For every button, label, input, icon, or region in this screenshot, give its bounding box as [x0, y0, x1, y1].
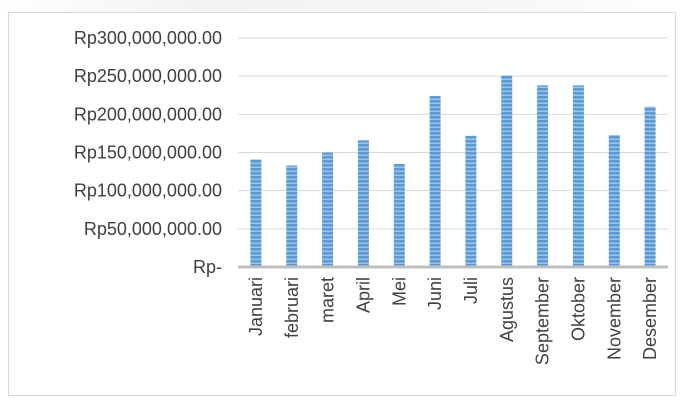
- x-tick-label: April: [353, 277, 373, 313]
- gridlines: [238, 37, 668, 230]
- y-tick-label: Rp300,000,000.00: [74, 28, 222, 48]
- x-tick-label: Januari: [246, 277, 266, 336]
- y-tick-label: Rp200,000,000.00: [74, 104, 222, 124]
- bar-desember: [644, 106, 656, 267]
- x-tick-label: Mei: [389, 277, 409, 306]
- bars: [250, 75, 656, 268]
- top-shade: [0, 0, 683, 12]
- y-tick-label: Rp250,000,000.00: [74, 66, 222, 86]
- y-axis-tick-labels: Rp- Rp50,000,000.00 Rp100,000,000.00 Rp150,…: [74, 28, 222, 277]
- x-axis-tick-labels: Januari februari maret April Mei Juni Juli Agus…: [246, 277, 660, 365]
- bar-april: [357, 140, 369, 267]
- bar-oktober: [572, 85, 584, 268]
- bar-september: [537, 85, 549, 268]
- y-tick-label: Rp-: [193, 257, 222, 277]
- x-tick-label: Agustus: [497, 277, 517, 342]
- bar-agustus: [501, 75, 513, 267]
- x-tick-label: Juli: [461, 277, 481, 304]
- x-tick-label: Oktober: [568, 277, 588, 341]
- bar-januari: [250, 159, 262, 267]
- y-tick-label: Rp150,000,000.00: [74, 143, 222, 163]
- bar-juli: [465, 135, 477, 267]
- x-tick-label: maret: [318, 277, 338, 323]
- bar-mei: [393, 163, 405, 267]
- y-tick-label: Rp50,000,000.00: [84, 219, 222, 239]
- x-tick-label: februari: [282, 277, 302, 338]
- x-tick-label: September: [533, 277, 553, 365]
- y-tick-label: Rp100,000,000.00: [74, 181, 222, 201]
- x-tick-label: Juni: [425, 277, 445, 310]
- bar-februari: [286, 165, 298, 267]
- bar-november: [608, 134, 620, 267]
- bar-juni: [429, 96, 441, 267]
- x-tick-label: Desember: [640, 277, 660, 360]
- bar-maret: [322, 152, 334, 267]
- x-tick-label: November: [604, 277, 624, 360]
